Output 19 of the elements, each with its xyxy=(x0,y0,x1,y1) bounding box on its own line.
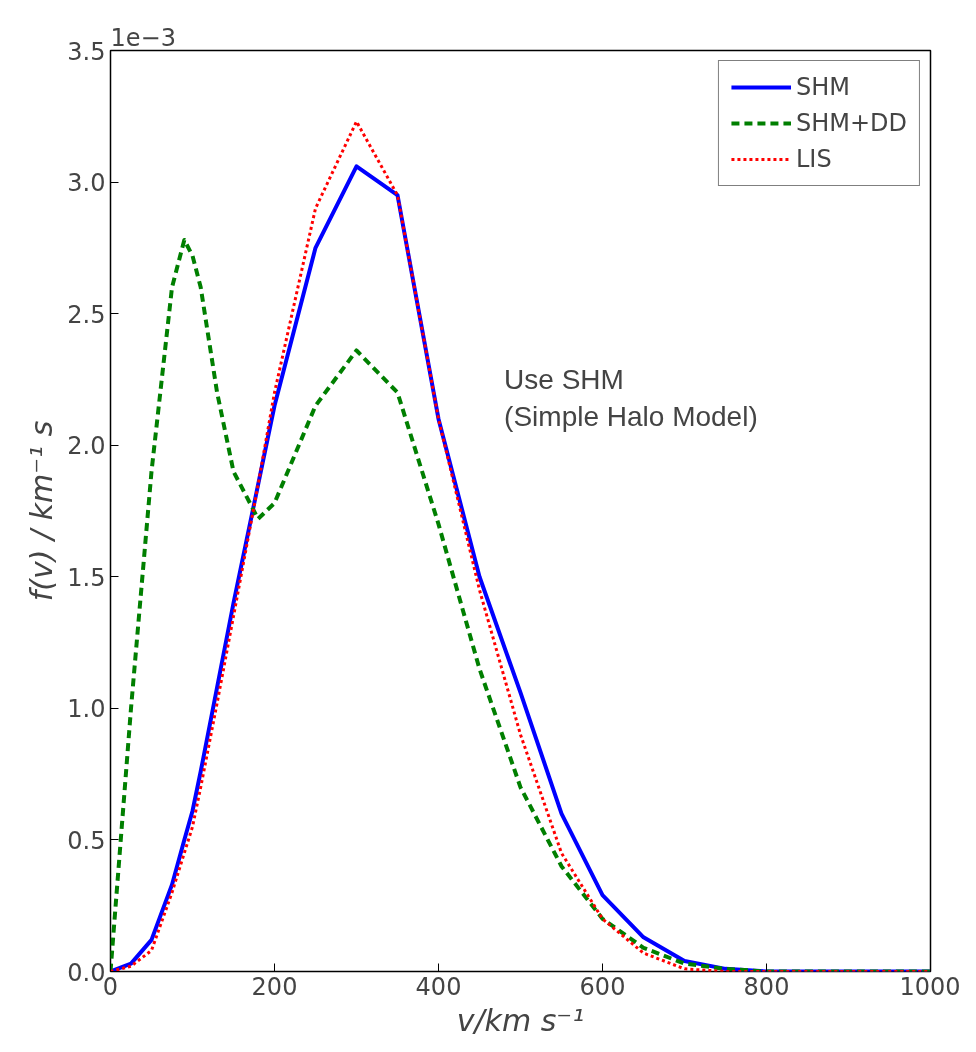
y-tick-label: 0.5 xyxy=(67,826,106,855)
x-tick-label: 400 xyxy=(415,972,462,1001)
x-tick-label: 1000 xyxy=(899,972,961,1001)
annotation: Use SHM (Simple Halo Model) xyxy=(504,363,758,433)
legend-label: LIS xyxy=(795,145,832,173)
y-tick-label: 2.5 xyxy=(67,300,106,329)
annotation: 1e−3 xyxy=(110,23,176,52)
y-axis-title: f(v) / km⁻¹ s xyxy=(24,420,60,602)
y-tick-label: 1.0 xyxy=(67,695,106,724)
legend-label: SHM+DD xyxy=(795,109,907,137)
y-tick-label: 1.5 xyxy=(67,563,106,592)
x-tick-label: 600 xyxy=(579,972,626,1001)
y-tick-label: 3.5 xyxy=(67,37,106,66)
x-tick-label: 800 xyxy=(743,972,790,1001)
y-tick-label: 3.0 xyxy=(67,169,106,198)
x-tick-label: 200 xyxy=(251,972,298,1001)
legend-label: SHM xyxy=(795,73,850,101)
y-tick-label: 2.0 xyxy=(67,432,106,461)
x-axis-title: v/km s⁻¹ xyxy=(456,1002,585,1038)
